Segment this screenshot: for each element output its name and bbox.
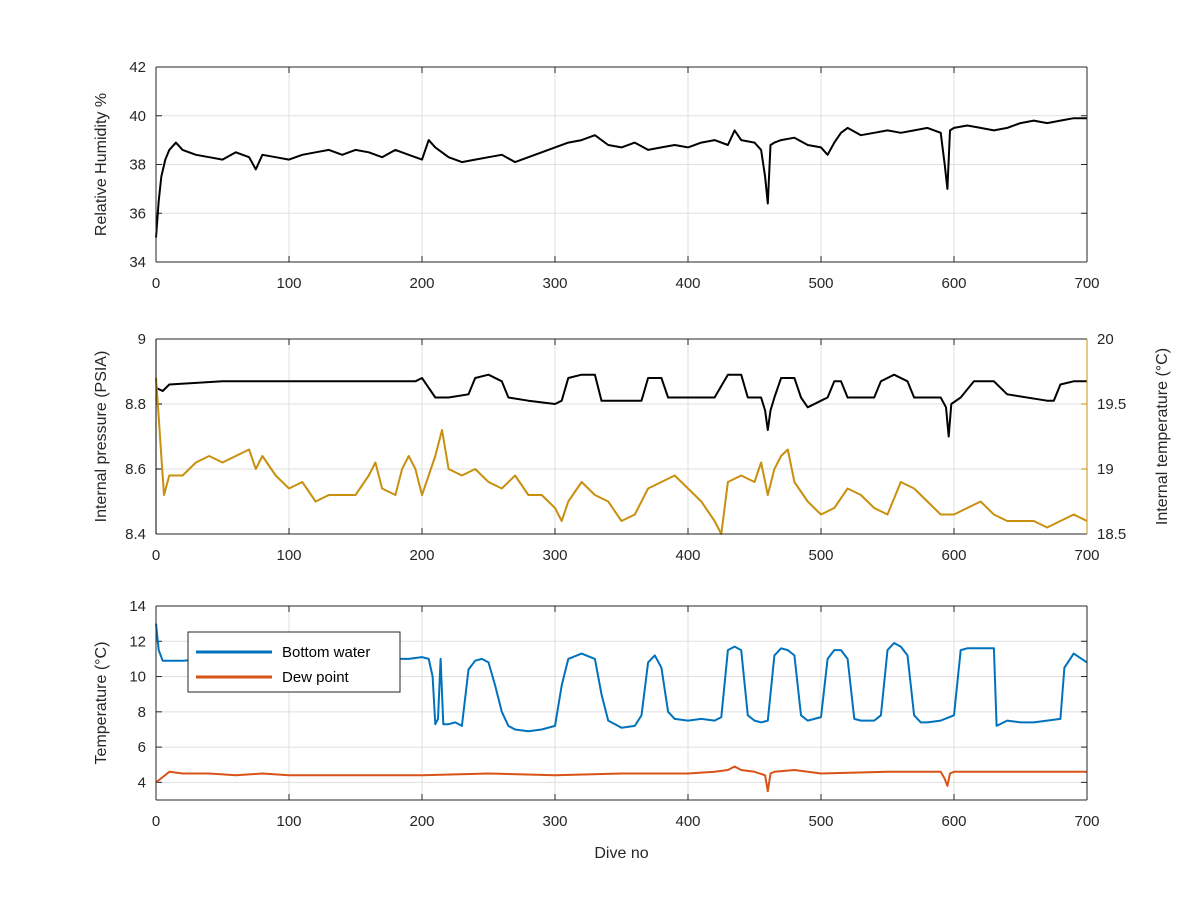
x-tick-label: 600: [941, 547, 966, 564]
chart-panel-2: 0 100 200 300 400 500 600 700 8.4 8.6 8.8 9 18.5 19 19…: [93, 331, 1171, 564]
y-right-tick-label: 18.5: [1097, 526, 1126, 543]
x-tick-label: 200: [409, 275, 434, 292]
y-tick-label: 42: [129, 59, 146, 76]
x-tick-label: 200: [409, 547, 434, 564]
x-tick-label: 700: [1074, 275, 1099, 292]
x-tick-label: 200: [409, 813, 434, 830]
series-line-series-1: [155, 117, 1087, 238]
x-tick-label: 100: [276, 547, 301, 564]
y-right-axis-title: Internal temperature (°C): [1154, 348, 1171, 525]
y-axis-title: Internal pressure (PSIA): [93, 351, 110, 523]
y-axis-title: Relative Humidity %: [93, 93, 110, 236]
x-tick-label: 500: [808, 547, 833, 564]
legend: Bottom water Dew point: [187, 631, 401, 693]
series-line-series-1: [155, 373, 1087, 438]
y-tick-label: 8.6: [125, 461, 146, 478]
y-tick-label: 6: [138, 739, 146, 756]
y-right-tick-label: 19.5: [1097, 396, 1126, 413]
y-tick-label: 14: [129, 598, 146, 615]
x-tick-label: 0: [152, 547, 160, 564]
plot-area: [156, 339, 1087, 534]
series-line-dew-point: [155, 765, 1087, 793]
legend-box: [187, 631, 401, 693]
y-tick-label: 36: [129, 205, 146, 222]
y-tick-label: 34: [129, 254, 146, 271]
x-tick-label: 600: [941, 813, 966, 830]
x-tick-label: 700: [1074, 547, 1099, 564]
legend-label: Bottom water: [282, 644, 370, 661]
x-tick-label: 0: [152, 813, 160, 830]
x-tick-label: 100: [276, 813, 301, 830]
chart-panel-1: 0 100 200 300 400 500 600 700 34 36 38 40 42 Relative…: [93, 59, 1100, 292]
x-tick-label: 500: [808, 813, 833, 830]
y-tick-label: 8: [138, 704, 146, 721]
x-tick-label: 300: [542, 547, 567, 564]
x-tick-label: 400: [675, 547, 700, 564]
y-tick-label: 8.4: [125, 526, 146, 543]
series-line-internal-temperature: [155, 377, 1088, 535]
x-tick-label: 300: [542, 275, 567, 292]
y-tick-label: 38: [129, 157, 146, 174]
x-tick-label: 700: [1074, 813, 1099, 830]
series-line-bottom-water: [155, 623, 1088, 733]
x-tick-label: 0: [152, 275, 160, 292]
legend-label: Dew point: [282, 669, 350, 686]
y-tick-label: 40: [129, 108, 146, 125]
y-tick-label: 8.8: [125, 396, 146, 413]
chart-panel-3: 0 100 200 300 400 500 600 700 4 6 8 10 12 14 Temperatu…: [93, 598, 1100, 862]
y-tick-label: 12: [129, 633, 146, 650]
y-tick-label: 4: [138, 774, 146, 791]
y-right-tick-label: 19: [1097, 461, 1114, 478]
x-tick-label: 300: [542, 813, 567, 830]
y-right-tick-label: 20: [1097, 331, 1114, 348]
x-tick-label: 600: [941, 275, 966, 292]
y-axis-title: Temperature (°C): [93, 642, 110, 765]
y-tick-label: 9: [138, 331, 146, 348]
x-tick-label: 100: [276, 275, 301, 292]
x-tick-label: 500: [808, 275, 833, 292]
x-tick-label: 400: [675, 813, 700, 830]
x-axis-title: Dive no: [594, 845, 648, 862]
y-tick-label: 10: [129, 669, 146, 686]
x-tick-label: 400: [675, 275, 700, 292]
